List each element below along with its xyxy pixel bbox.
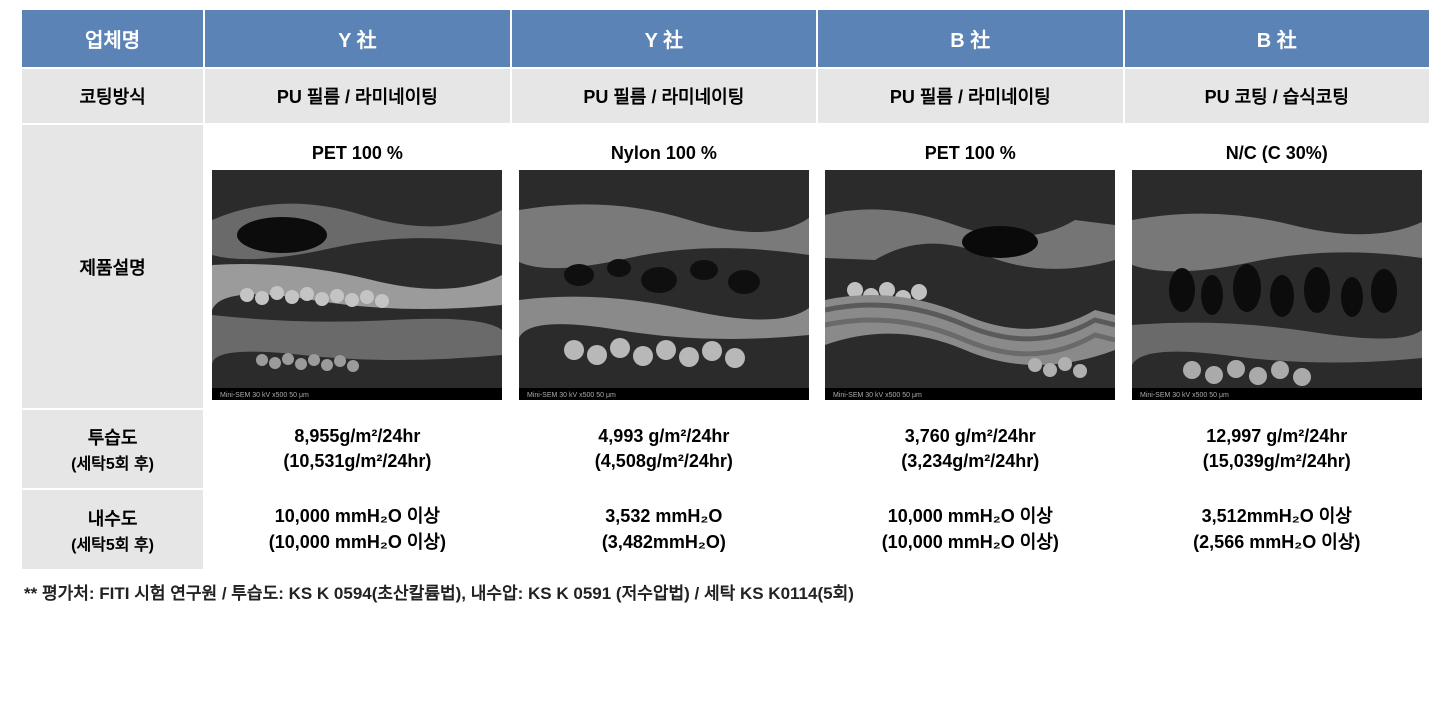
- coating-c4: PU 코팅 / 습식코팅: [1124, 68, 1430, 124]
- water-resist-row: 내수도 (세탁5회 후) 10,000 mmH₂O 이상 (10,000 mmH…: [21, 489, 1430, 569]
- sem-svg-c1: Mini-SEM 30 kV x500 50 μm: [212, 170, 502, 400]
- product-c4: N/C (C 30%) Mini-SEM 30 kV x500 50: [1124, 124, 1430, 409]
- svg-text:Mini-SEM 30 kV x500: Mini-SEM 30 kV x500 50 μm: [527, 392, 616, 399]
- water-label: 내수도 (세탁5회 후): [21, 489, 204, 569]
- material-c4: N/C (C 30%): [1125, 133, 1429, 170]
- water-label-sub: (세탁5회 후): [28, 531, 197, 555]
- coating-row: 코팅방식 PU 필름 / 라미네이팅 PU 필름 / 라미네이팅 PU 필름 /…: [21, 68, 1430, 124]
- water-c1: 10,000 mmH₂O 이상 (10,000 mmH₂O 이상): [204, 489, 510, 569]
- product-label: 제품설명: [21, 124, 204, 409]
- breath-c1-main: 8,955g/m²/24hr: [294, 426, 420, 446]
- product-row: 제품설명 PET 100 % Mini-SEM 30 kV x500 50 μm: [21, 124, 1430, 409]
- breath-c2-main: 4,993 g/m²/24hr: [598, 426, 729, 446]
- breath-c4-main: 12,997 g/m²/24hr: [1206, 426, 1347, 446]
- footnote-text: ** 평가처: FITI 시험 연구원 / 투습도: KS K 0594(초산칼…: [20, 579, 1431, 604]
- water-c4: 3,512mmH₂O 이상 (2,566 mmH₂O 이상): [1124, 489, 1430, 569]
- header-col4: B 社: [1124, 9, 1430, 68]
- breath-c4-sub: (15,039g/m²/24hr): [1131, 449, 1423, 474]
- svg-text:Mini-SEM 30 kV x500: Mini-SEM 30 kV x500 50 μm: [833, 392, 922, 399]
- product-c2: Nylon 100 % Mini-SEM 30 kV x500 50 μm: [511, 124, 817, 409]
- sem-svg-c4: Mini-SEM 30 kV x500 50 μm: [1132, 170, 1422, 400]
- water-c4-sub: (2,566 mmH₂O 이상): [1131, 530, 1423, 555]
- water-c2: 3,532 mmH₂O (3,482mmH₂O): [511, 489, 817, 569]
- sem-svg-c3: Mini-SEM 30 kV x500 50 μm: [825, 170, 1115, 400]
- header-col2: Y 社: [511, 9, 817, 68]
- header-row: 업체명 Y 社 Y 社 B 社 B 社: [21, 9, 1430, 68]
- coating-label: 코팅방식: [21, 68, 204, 124]
- water-c2-sub: (3,482mmH₂O): [518, 530, 810, 555]
- breath-c1-sub: (10,531g/m²/24hr): [211, 449, 503, 474]
- coating-c3: PU 필름 / 라미네이팅: [817, 68, 1123, 124]
- sem-image-c2: Mini-SEM 30 kV x500 50 μm: [519, 170, 809, 400]
- product-c1: PET 100 % Mini-SEM 30 kV x500 50 μm: [204, 124, 510, 409]
- water-c1-sub: (10,000 mmH₂O 이상): [211, 530, 503, 555]
- comparison-table: 업체명 Y 社 Y 社 B 社 B 社 코팅방식 PU 필름 / 라미네이팅 P…: [20, 8, 1431, 571]
- sem-image-c4: Mini-SEM 30 kV x500 50 μm: [1132, 170, 1422, 400]
- breath-c2-sub: (4,508g/m²/24hr): [518, 449, 810, 474]
- breath-c4: 12,997 g/m²/24hr (15,039g/m²/24hr): [1124, 409, 1430, 489]
- water-c3-main: 10,000 mmH₂O 이상: [888, 506, 1053, 526]
- water-label-main: 내수도: [88, 509, 138, 529]
- water-c1-main: 10,000 mmH₂O 이상: [275, 506, 440, 526]
- header-company: 업체명: [21, 9, 204, 68]
- material-c2: Nylon 100 %: [512, 133, 816, 170]
- water-c3-sub: (10,000 mmH₂O 이상): [824, 530, 1116, 555]
- product-c3: PET 100 % Mini-SEM 30 kV x500 50 μm: [817, 124, 1123, 409]
- material-c3: PET 100 %: [818, 133, 1122, 170]
- header-col1: Y 社: [204, 9, 510, 68]
- header-col3: B 社: [817, 9, 1123, 68]
- breath-c1: 8,955g/m²/24hr (10,531g/m²/24hr): [204, 409, 510, 489]
- breath-c3: 3,760 g/m²/24hr (3,234g/m²/24hr): [817, 409, 1123, 489]
- sem-image-c1: Mini-SEM 30 kV x500 50 μm: [212, 170, 502, 400]
- svg-text:Mini-SEM 30 kV x500: Mini-SEM 30 kV x500 50 μm: [1140, 392, 1229, 399]
- breathability-row: 투습도 (세탁5회 후) 8,955g/m²/24hr (10,531g/m²/…: [21, 409, 1430, 489]
- water-c2-main: 3,532 mmH₂O: [605, 506, 722, 526]
- svg-text:Mini-SEM 30 kV x500: Mini-SEM 30 kV x500 50 μm: [220, 392, 309, 399]
- breathability-label: 투습도 (세탁5회 후): [21, 409, 204, 489]
- sem-svg-c2: Mini-SEM 30 kV x500 50 μm: [519, 170, 809, 400]
- material-c1: PET 100 %: [205, 133, 509, 170]
- breath-c2: 4,993 g/m²/24hr (4,508g/m²/24hr): [511, 409, 817, 489]
- water-c4-main: 3,512mmH₂O 이상: [1202, 506, 1352, 526]
- breath-label-main: 투습도: [88, 428, 138, 448]
- breath-label-sub: (세탁5회 후): [28, 450, 197, 474]
- breath-c3-main: 3,760 g/m²/24hr: [905, 426, 1036, 446]
- coating-c2: PU 필름 / 라미네이팅: [511, 68, 817, 124]
- coating-c1: PU 필름 / 라미네이팅: [204, 68, 510, 124]
- water-c3: 10,000 mmH₂O 이상 (10,000 mmH₂O 이상): [817, 489, 1123, 569]
- sem-image-c3: Mini-SEM 30 kV x500 50 μm: [825, 170, 1115, 400]
- breath-c3-sub: (3,234g/m²/24hr): [824, 449, 1116, 474]
